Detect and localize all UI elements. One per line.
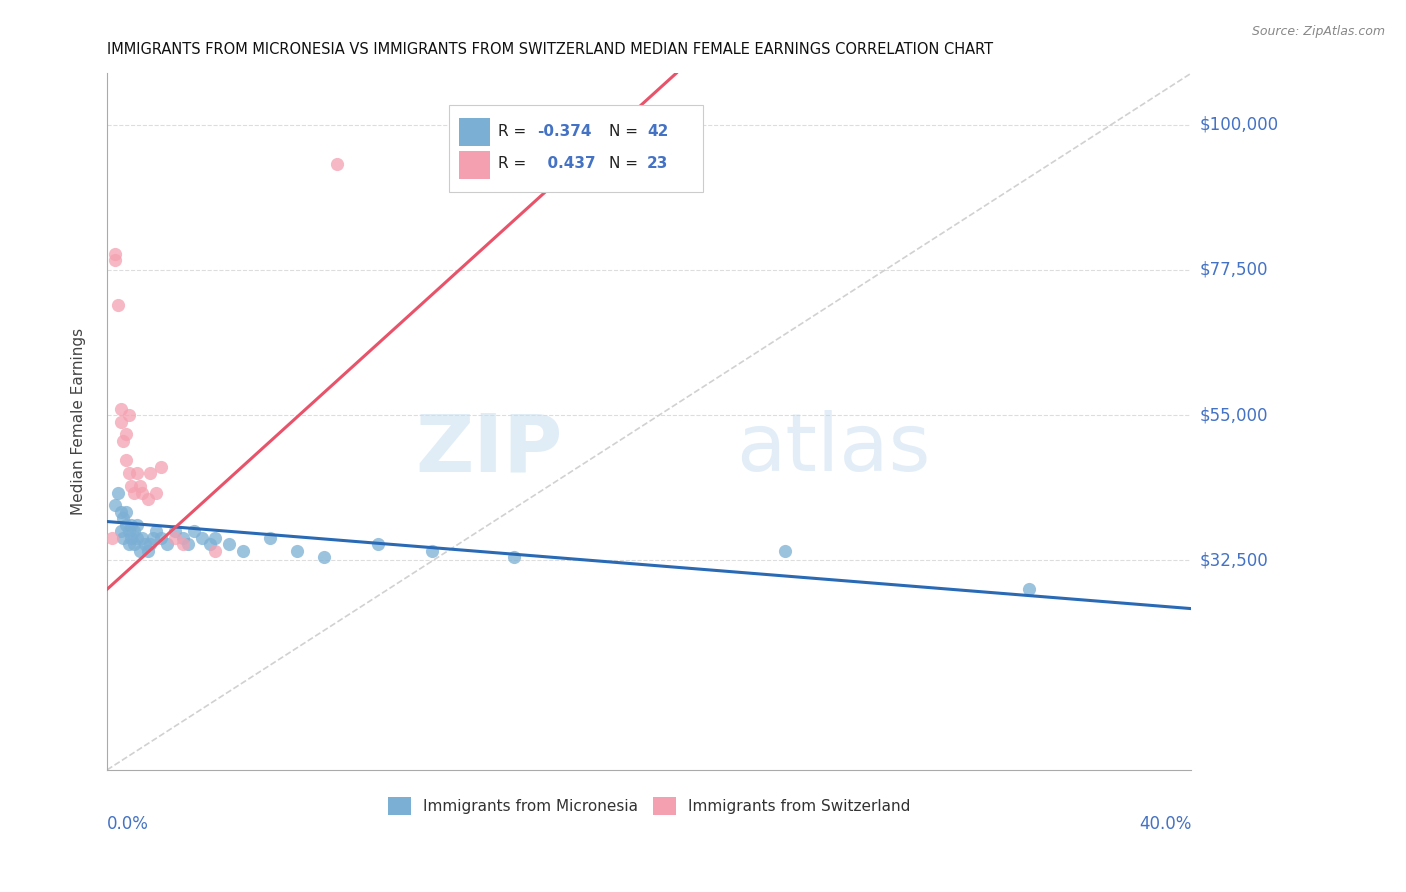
Point: [118, 466, 141, 480]
Point: [131, 531, 153, 545]
Point: [121, 517, 143, 532]
Point: [110, 401, 132, 416]
Text: 0.0%: 0.0%: [107, 815, 149, 833]
Point: [312, 549, 335, 564]
Text: 23: 23: [647, 156, 668, 171]
Point: [172, 537, 194, 551]
Point: [128, 543, 150, 558]
Point: [204, 531, 226, 545]
Text: IMMIGRANTS FROM MICRONESIA VS IMMIGRANTS FROM SWITZERLAND MEDIAN FEMALE EARNINGS: IMMIGRANTS FROM MICRONESIA VS IMMIGRANTS…: [107, 42, 993, 57]
Point: [110, 524, 132, 539]
Point: [172, 531, 194, 545]
Point: [131, 485, 153, 500]
Point: [420, 543, 443, 558]
Text: ZIP: ZIP: [415, 410, 562, 489]
Text: 40.0%: 40.0%: [1139, 815, 1191, 833]
Point: [107, 298, 129, 312]
Point: [1018, 582, 1040, 597]
Point: [204, 543, 226, 558]
FancyBboxPatch shape: [460, 152, 489, 179]
Point: [183, 524, 205, 539]
Text: 0.437: 0.437: [537, 156, 596, 171]
Text: R =: R =: [499, 123, 531, 138]
Point: [145, 485, 167, 500]
Text: 42: 42: [647, 123, 668, 138]
Point: [218, 537, 240, 551]
Text: $55,000: $55,000: [1199, 406, 1268, 424]
Point: [115, 453, 138, 467]
Point: [107, 485, 129, 500]
Point: [177, 537, 200, 551]
Point: [125, 531, 148, 545]
Point: [191, 531, 214, 545]
Text: N =: N =: [609, 123, 643, 138]
Point: [145, 524, 167, 539]
Text: R =: R =: [499, 156, 531, 171]
Point: [136, 491, 159, 506]
Point: [121, 479, 143, 493]
Point: [773, 543, 796, 558]
FancyBboxPatch shape: [460, 119, 489, 146]
Point: [125, 466, 148, 480]
Point: [150, 459, 173, 474]
Point: [112, 531, 135, 545]
Point: [122, 524, 145, 539]
Text: N =: N =: [609, 156, 643, 171]
Point: [104, 247, 127, 261]
Point: [115, 427, 138, 442]
Point: [367, 537, 389, 551]
Point: [110, 505, 132, 519]
Point: [118, 524, 141, 539]
Point: [125, 517, 148, 532]
Point: [128, 479, 150, 493]
Point: [139, 537, 162, 551]
Text: $77,500: $77,500: [1199, 261, 1268, 279]
Point: [112, 511, 135, 525]
Point: [198, 537, 221, 551]
Point: [326, 156, 349, 170]
Point: [118, 408, 141, 422]
Point: [156, 537, 179, 551]
Point: [101, 531, 124, 545]
Text: $32,500: $32,500: [1199, 551, 1268, 569]
Point: [115, 517, 138, 532]
Text: atlas: atlas: [735, 410, 931, 489]
Point: [122, 537, 145, 551]
Point: [134, 537, 156, 551]
Point: [232, 543, 254, 558]
Text: Source: ZipAtlas.com: Source: ZipAtlas.com: [1251, 25, 1385, 38]
Point: [104, 499, 127, 513]
Point: [163, 524, 186, 539]
Point: [163, 531, 186, 545]
Legend: Immigrants from Micronesia, Immigrants from Switzerland: Immigrants from Micronesia, Immigrants f…: [381, 790, 917, 822]
Point: [110, 415, 132, 429]
Point: [502, 549, 524, 564]
Point: [136, 543, 159, 558]
Text: $100,000: $100,000: [1199, 116, 1278, 134]
Point: [285, 543, 308, 558]
Point: [121, 531, 143, 545]
Point: [142, 531, 165, 545]
FancyBboxPatch shape: [449, 104, 703, 192]
Point: [259, 531, 281, 545]
Point: [150, 531, 173, 545]
Point: [104, 253, 127, 268]
Y-axis label: Median Female Earnings: Median Female Earnings: [72, 328, 86, 515]
Point: [122, 485, 145, 500]
Point: [118, 537, 141, 551]
Point: [115, 505, 138, 519]
Point: [112, 434, 135, 448]
Point: [139, 466, 162, 480]
Text: -0.374: -0.374: [537, 123, 592, 138]
